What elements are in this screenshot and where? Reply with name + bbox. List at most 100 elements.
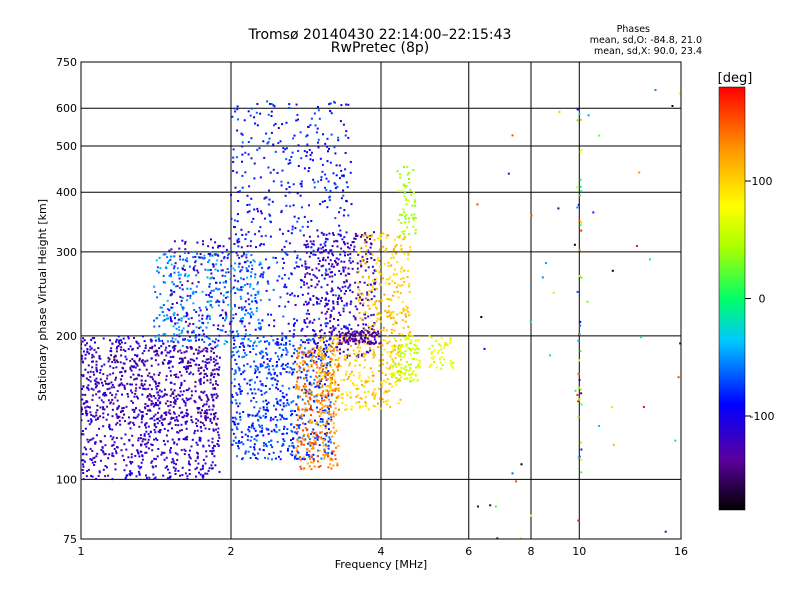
- data-point: [273, 124, 275, 127]
- data-point: [323, 332, 326, 335]
- data-point: [247, 428, 250, 431]
- data-point: [177, 393, 180, 396]
- data-point: [330, 441, 332, 444]
- data-point: [368, 299, 371, 302]
- data-point: [320, 436, 323, 439]
- data-point: [222, 257, 225, 260]
- data-point: [241, 145, 244, 148]
- data-point: [300, 371, 303, 374]
- data-point: [339, 364, 342, 367]
- data-point: [324, 363, 327, 366]
- data-point: [208, 467, 211, 470]
- data-point: [335, 164, 338, 167]
- data-point: [279, 296, 282, 299]
- data-point: [304, 265, 307, 268]
- data-point: [281, 353, 283, 356]
- data-point: [92, 371, 95, 374]
- data-point: [352, 340, 355, 343]
- data-point: [312, 399, 315, 402]
- data-point: [328, 103, 331, 106]
- data-point: [261, 276, 264, 279]
- data-point: [361, 258, 364, 261]
- data-point: [239, 320, 242, 323]
- data-point: [272, 339, 275, 342]
- data-point: [321, 357, 324, 360]
- data-point: [166, 477, 169, 480]
- data-point: [255, 344, 258, 347]
- data-point: [137, 439, 140, 442]
- data-point: [184, 438, 187, 441]
- data-point: [399, 370, 402, 373]
- data-point: [338, 356, 341, 359]
- data-point: [366, 342, 369, 345]
- data-point: [175, 327, 178, 330]
- data-point: [245, 256, 248, 259]
- data-point: [334, 363, 336, 366]
- data-point: [250, 240, 252, 243]
- data-point: [84, 357, 87, 360]
- data-point: [391, 385, 394, 388]
- data-point: [236, 108, 239, 111]
- data-point: [300, 180, 303, 183]
- data-point: [296, 113, 299, 116]
- data-point: [272, 418, 275, 421]
- data-point: [182, 339, 185, 341]
- data-point: [293, 426, 296, 429]
- data-point: [370, 334, 373, 337]
- data-point: [241, 174, 244, 177]
- data-point: [217, 427, 220, 430]
- data-point: [266, 408, 269, 411]
- data-point: [445, 342, 448, 345]
- data-point: [305, 394, 308, 397]
- data-point: [222, 294, 225, 297]
- data-point: [579, 194, 582, 197]
- data-point: [326, 419, 329, 422]
- data-point: [146, 404, 149, 407]
- data-point: [102, 401, 105, 404]
- data-point: [580, 118, 582, 121]
- data-point: [269, 214, 272, 217]
- data-point: [359, 262, 362, 265]
- data-point: [256, 103, 259, 105]
- data-point: [374, 306, 377, 309]
- data-point: [356, 267, 359, 270]
- data-point: [136, 364, 139, 367]
- data-point: [85, 377, 88, 380]
- data-point: [310, 358, 313, 361]
- data-point: [144, 360, 147, 363]
- data-point: [102, 408, 105, 411]
- data-point: [141, 454, 144, 457]
- data-point: [188, 449, 191, 452]
- data-point: [163, 314, 166, 317]
- data-point: [282, 150, 285, 153]
- data-point: [243, 345, 246, 348]
- data-point: [210, 421, 213, 424]
- data-point: [413, 199, 416, 202]
- data-point: [249, 340, 252, 342]
- data-point: [332, 372, 335, 375]
- data-point: [194, 385, 197, 388]
- data-point: [256, 458, 259, 460]
- data-point: [194, 390, 197, 393]
- data-point: [143, 434, 146, 437]
- data-point: [327, 422, 330, 425]
- data-point: [315, 363, 318, 366]
- data-point: [336, 240, 339, 243]
- data-point: [310, 246, 313, 249]
- data-point: [405, 203, 408, 206]
- data-point: [225, 248, 228, 251]
- data-point: [270, 131, 273, 134]
- data-point: [170, 320, 173, 323]
- data-point: [252, 453, 255, 456]
- data-point: [324, 394, 327, 397]
- data-point: [133, 411, 136, 413]
- data-point: [260, 364, 263, 366]
- data-point: [264, 217, 266, 220]
- data-point: [259, 425, 261, 428]
- data-point: [363, 391, 366, 394]
- data-point: [250, 107, 253, 110]
- data-point: [349, 257, 352, 259]
- data-point: [337, 444, 340, 447]
- data-point: [343, 209, 346, 211]
- data-point: [281, 364, 284, 367]
